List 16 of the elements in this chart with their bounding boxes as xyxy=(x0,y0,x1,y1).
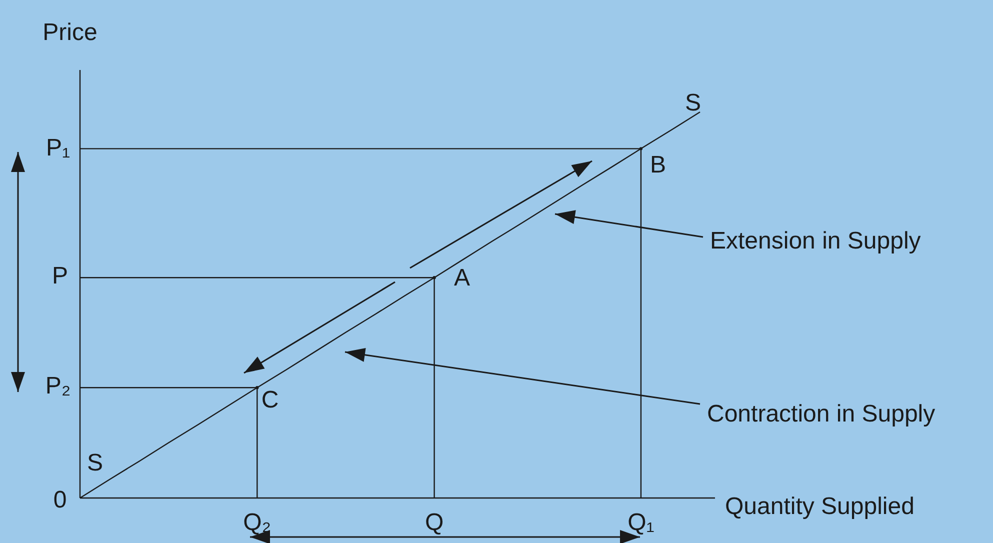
text: P₂ xyxy=(45,372,71,400)
x-tick-label: Q₁ xyxy=(628,509,654,536)
annotation: S xyxy=(86,450,104,476)
annotation: Contraction in Supply xyxy=(707,400,936,428)
text: P xyxy=(52,262,68,290)
text: 0 xyxy=(53,486,67,514)
annotation: Extension in Supply xyxy=(710,228,921,254)
y-axis-title: Price xyxy=(42,19,98,46)
x-tick-label: Q₂ xyxy=(243,509,272,536)
annotation: B xyxy=(650,152,666,178)
annotation: S xyxy=(684,90,702,116)
x-tick-label: Q xyxy=(424,509,444,536)
x-axis-title: Quantity Supplied xyxy=(725,493,914,520)
annotation: A xyxy=(454,264,470,292)
annotation: C xyxy=(261,386,279,414)
text: P₁ xyxy=(46,134,70,162)
